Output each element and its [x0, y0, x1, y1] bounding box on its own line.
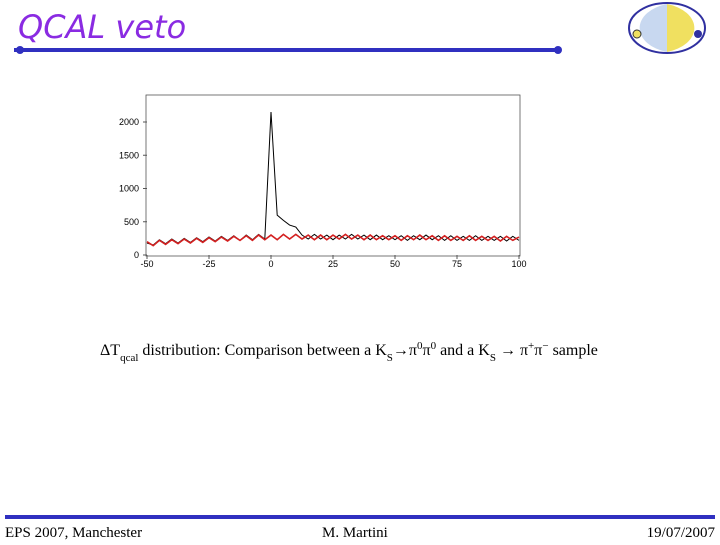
x-tick-label: 25 — [328, 259, 338, 269]
y-tick-label: 500 — [124, 217, 139, 227]
series-line — [146, 111, 520, 246]
caption-part: + — [528, 340, 534, 352]
logo — [628, 2, 706, 54]
caption-part: π — [423, 342, 431, 359]
footer-left: EPS 2007, Manchester — [5, 525, 142, 540]
rule-dot — [16, 46, 24, 54]
footer-right: 19/07/2007 — [647, 525, 716, 540]
caption-part: 0 — [417, 340, 423, 352]
x-tick-label: 75 — [452, 259, 462, 269]
y-tick-label: 1000 — [119, 184, 139, 194]
caption: ΔTqcal distribution: Comparison between … — [100, 340, 598, 364]
plot-frame — [145, 94, 521, 257]
caption-part: → π — [496, 342, 528, 359]
caption-part: π — [534, 342, 542, 359]
caption-part: S — [387, 352, 393, 364]
caption-part: distribution: Comparison between a K — [138, 342, 387, 359]
caption-part: 0 — [431, 340, 437, 352]
caption-part: →π — [393, 342, 417, 359]
slide-title: QCAL veto — [18, 8, 186, 46]
x-tick-label: 50 — [390, 259, 400, 269]
x-tick-label: -25 — [202, 259, 215, 269]
y-tick-label: 2000 — [119, 117, 139, 127]
series-line — [146, 233, 520, 247]
caption-part: ΔT — [100, 342, 120, 359]
caption-part: − — [542, 340, 548, 352]
caption-part: qcal — [120, 352, 138, 364]
caption-part: S — [490, 352, 496, 364]
y-tick-label: 1500 — [119, 150, 139, 160]
caption-part: and a K — [436, 342, 490, 359]
footer-center: M. Martini — [322, 525, 388, 540]
x-tick-label: 0 — [268, 259, 273, 269]
rule-dot — [554, 46, 562, 54]
x-tick-label: 100 — [511, 259, 526, 269]
caption-part: sample — [549, 342, 598, 359]
x-tick-label: -50 — [140, 259, 153, 269]
y-tick-label: 0 — [134, 250, 139, 260]
